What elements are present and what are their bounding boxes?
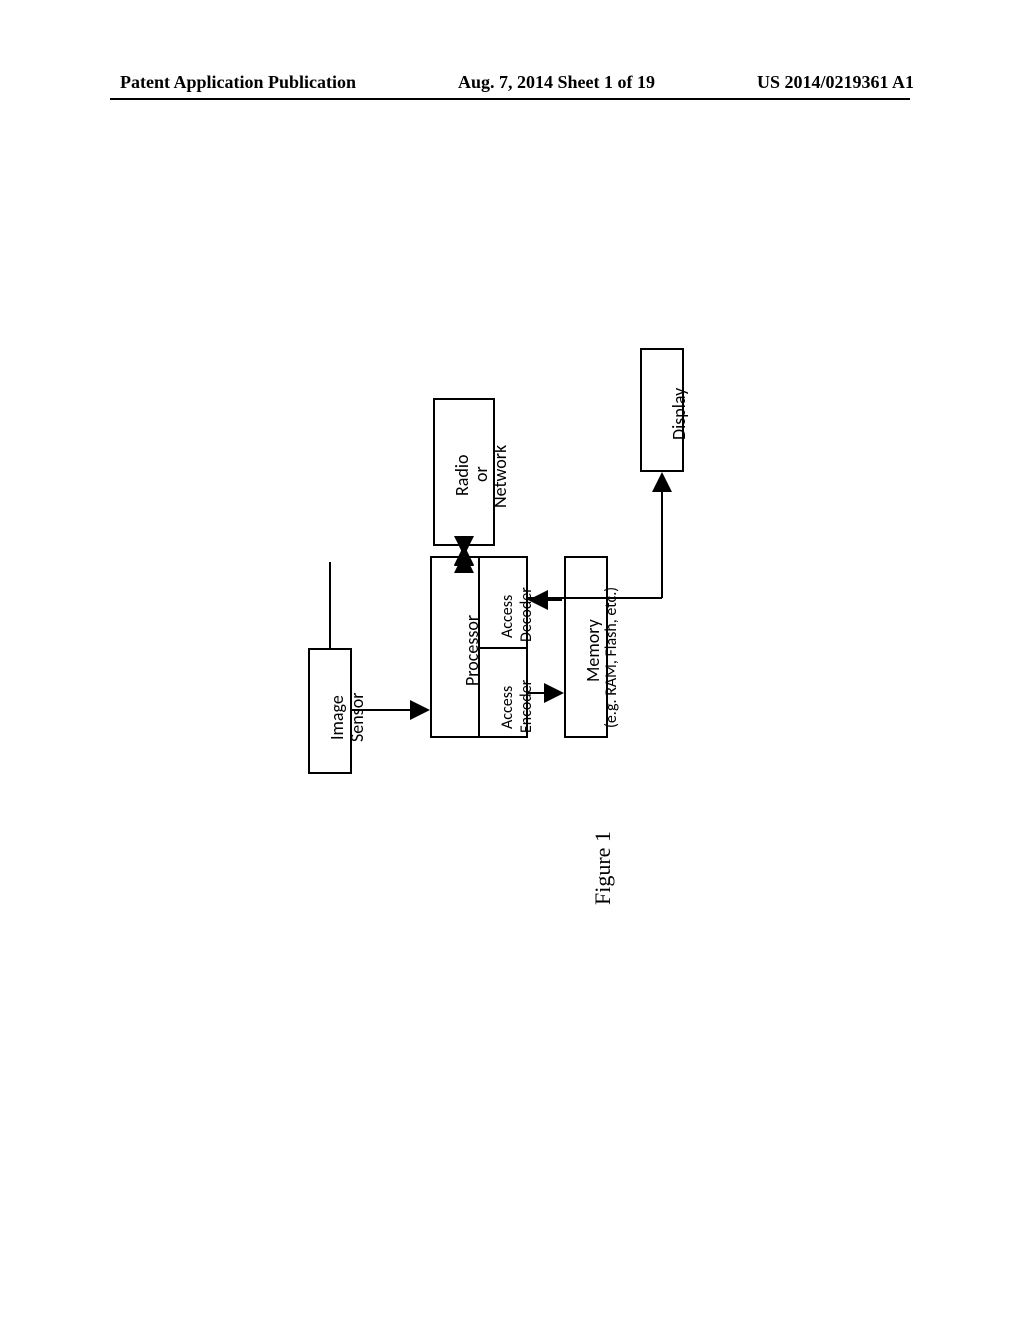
label-memory-2: (e.g. RAM, Flash, etc.) xyxy=(602,587,621,728)
figure-caption: Figure 1 xyxy=(590,831,616,905)
label-encoder-1: Access xyxy=(498,686,517,729)
label-memory-1: Memory xyxy=(582,619,604,682)
label-processor: Processor xyxy=(461,615,483,686)
label-decoder-1: Access xyxy=(498,595,517,638)
label-network: Network xyxy=(489,445,511,508)
patent-figure-page: Patent Application Publication Aug. 7, 2… xyxy=(0,0,1024,1320)
label-decoder-2: Decoder xyxy=(517,587,536,642)
label-display: Display xyxy=(668,388,690,440)
processor-divider-row xyxy=(478,647,528,649)
label-image-sensor-2: Sensor xyxy=(346,693,368,743)
label-image-sensor-1: Image xyxy=(326,695,348,740)
block-diagram: Image Sensor Radio or Network Processor … xyxy=(0,0,1024,1320)
label-encoder-2: Encoder xyxy=(517,680,536,733)
